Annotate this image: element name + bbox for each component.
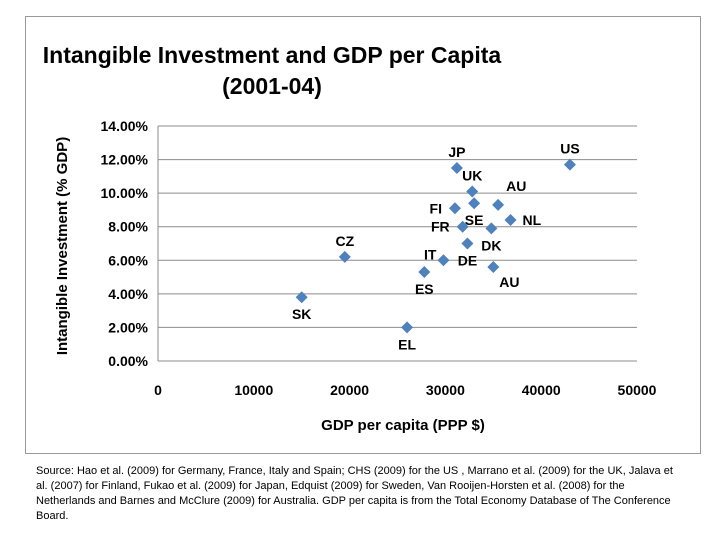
data-point-diamond (487, 261, 500, 273)
chart-frame: Intangible Investment and GDP per Capita… (25, 16, 701, 454)
data-point-label: DK (481, 237, 501, 253)
scatter-chart: Intangible Investment and GDP per Capita… (43, 42, 657, 434)
y-tick-label: 2.00% (108, 319, 148, 335)
data-point-label: FI (430, 200, 442, 216)
data-point-diamond (295, 291, 308, 304)
y-tick-label: 8.00% (108, 219, 148, 235)
data-point-label: AU (499, 274, 519, 290)
y-tick-label: 12.00% (101, 152, 149, 168)
y-tick-label: 4.00% (108, 286, 148, 302)
x-tick-label: 40000 (522, 382, 561, 398)
data-point-diamond (466, 185, 479, 198)
y-tick-labels: 0.00% 2.00% 4.00% 6.00% 8.00% 10.00% 12.00% 14.… (101, 118, 149, 369)
x-tick-labels: 0 10000 20000 30000 40000 50000 (154, 382, 657, 398)
data-point-label: EL (398, 336, 416, 352)
data-point-label: US (560, 141, 579, 157)
y-axis-title: Intangible Investment (% GDP) (54, 137, 71, 355)
data-point-diamond (456, 220, 469, 233)
x-axis-title: GDP per capita (PPP $) (321, 417, 485, 434)
data-point-label: DE (458, 253, 477, 269)
data-point-diamond (401, 321, 414, 334)
data-point-label: SE (465, 212, 484, 228)
data-point-label: NL (523, 212, 542, 228)
x-tick-label: 30000 (426, 382, 465, 398)
data-point-diamond (468, 197, 481, 210)
x-tick-label: 0 (154, 382, 162, 398)
data-point-label: FR (431, 219, 450, 235)
x-tick-label: 20000 (330, 382, 369, 398)
data-point-diamond (485, 222, 498, 235)
data-point-diamond (450, 161, 463, 174)
y-tick-label: 14.00% (101, 118, 149, 134)
data-point-diamond (338, 250, 351, 263)
data-point-diamond (437, 254, 450, 267)
data-point-label: CZ (335, 233, 354, 249)
data-point-diamond (418, 266, 431, 279)
data-point-diamond (504, 214, 517, 226)
data-point-diamond (492, 198, 505, 211)
y-tick-label: 10.00% (101, 185, 149, 201)
data-point-diamond (461, 237, 474, 250)
data-point-diamond (563, 158, 576, 171)
x-tick-label: 50000 (618, 382, 657, 398)
source-note: Source: Hao et al. (2009) for Germany, F… (36, 465, 673, 522)
chart-title-line-1: Intangible Investment and GDP per Capita (43, 42, 502, 68)
data-point-label: AU (506, 178, 526, 194)
chart-title-line-2: (2001-04) (222, 73, 322, 99)
data-point-label: JP (448, 144, 465, 160)
x-tick-label: 10000 (234, 382, 273, 398)
y-tick-label: 6.00% (108, 252, 148, 268)
y-tick-label: 0.00% (108, 353, 148, 369)
data-point-label: SK (292, 306, 311, 322)
gridlines (158, 125, 637, 328)
data-point-label: IT (424, 246, 437, 262)
data-points (295, 158, 576, 334)
data-point-label: ES (415, 281, 434, 297)
axes (157, 126, 637, 362)
data-point-label: UK (462, 167, 482, 183)
data-point-diamond (448, 202, 461, 215)
